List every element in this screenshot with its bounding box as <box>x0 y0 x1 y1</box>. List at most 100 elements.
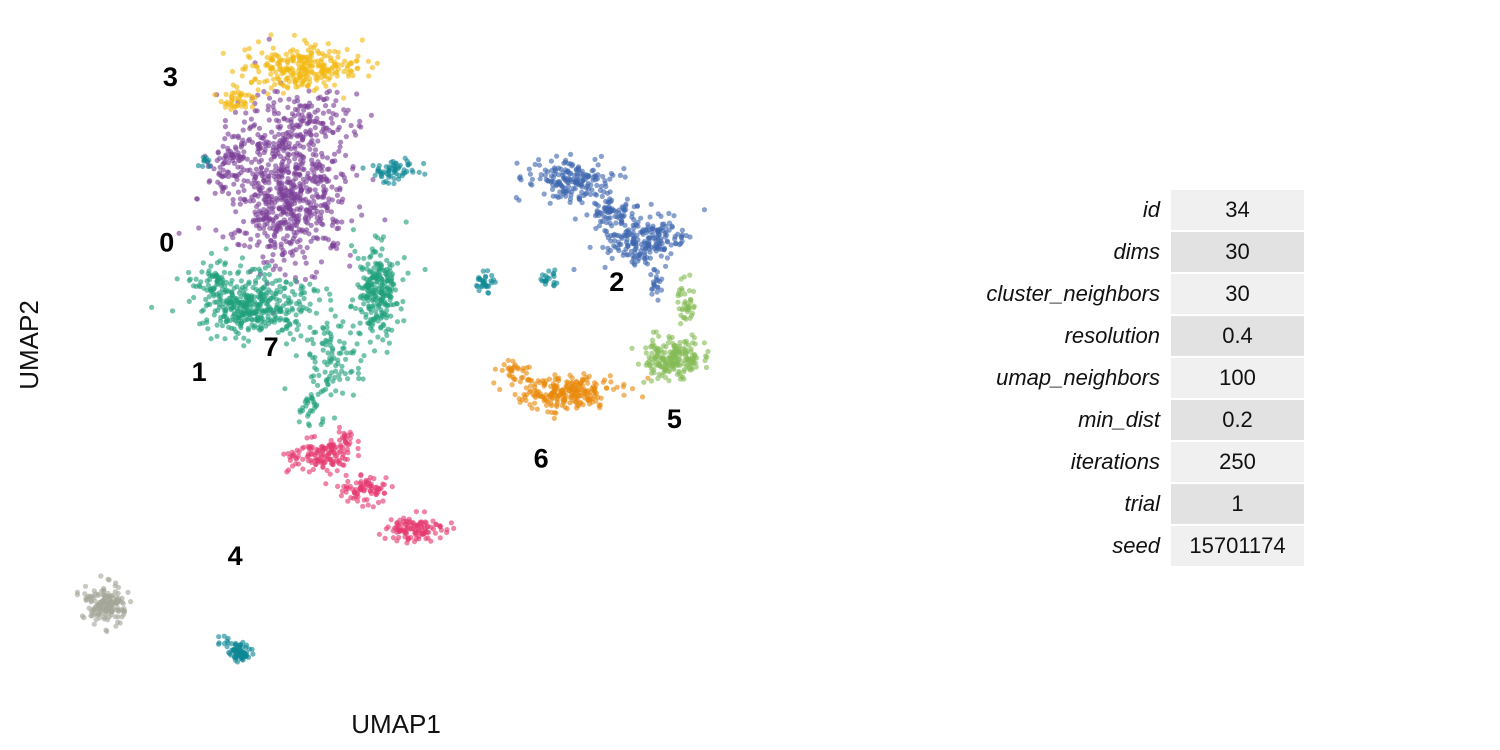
cluster-2-point <box>570 177 576 183</box>
cluster-2-point <box>556 165 562 171</box>
cluster-0-point <box>266 117 272 123</box>
cluster-0-point <box>235 227 241 233</box>
cluster-0-point <box>254 242 260 248</box>
cluster-4-point <box>339 488 345 494</box>
cluster-2-point <box>569 163 575 169</box>
cluster-2-point <box>652 267 658 273</box>
cluster-6-point <box>535 393 542 399</box>
cluster-2-point <box>607 176 613 182</box>
cluster-3-point <box>264 54 270 61</box>
cluster-5-point <box>641 379 647 385</box>
cluster-3-point <box>301 54 307 61</box>
cluster-2-point <box>701 207 708 213</box>
cluster-6-point <box>545 409 551 415</box>
unlabeled-point <box>224 644 230 650</box>
cluster-8-point <box>113 623 119 629</box>
cluster-1-point <box>358 358 364 364</box>
cluster-0-point <box>330 159 336 165</box>
cluster-2-point <box>542 172 548 178</box>
cluster-7-point <box>387 288 393 294</box>
cluster-6-point <box>548 383 554 389</box>
cluster-0-point <box>325 200 331 206</box>
cluster-1-point <box>226 324 232 330</box>
cluster-5-point <box>655 375 661 382</box>
cluster-5-point <box>650 329 657 335</box>
cluster-1-point <box>356 375 362 382</box>
cluster-0-point <box>303 260 309 266</box>
cluster-1-point <box>259 318 265 325</box>
cluster-2-point <box>647 214 653 220</box>
cluster-2-point <box>672 233 678 239</box>
cluster-4-point <box>340 452 346 458</box>
cluster-2-point <box>541 191 547 197</box>
cluster-0-point <box>227 148 233 154</box>
cluster-0-point <box>318 174 324 180</box>
cluster-6-point <box>501 362 507 368</box>
cluster-2-point <box>671 213 677 219</box>
cluster-7-point <box>398 306 404 312</box>
cluster-6-point <box>589 399 596 405</box>
cluster-1-point <box>340 345 346 351</box>
cluster-6-point <box>541 380 547 386</box>
cluster-1-point <box>260 285 267 291</box>
cluster-5-point <box>670 349 676 355</box>
unlabeled-point <box>216 641 222 647</box>
cluster-0-point <box>318 120 324 126</box>
cluster-5-point <box>672 342 678 348</box>
cluster-7-point <box>355 255 361 261</box>
cluster-3-point <box>309 70 315 76</box>
cluster-1-point <box>328 392 334 398</box>
cluster-1-point <box>212 299 218 305</box>
unlabeled-point <box>249 646 255 652</box>
cluster-3-point <box>369 65 375 71</box>
cluster-4-point <box>405 535 411 541</box>
cluster-8-point <box>112 600 118 606</box>
cluster-3-point <box>232 90 238 96</box>
cluster-5-point <box>662 374 669 381</box>
cluster-1-point <box>332 313 338 319</box>
cluster-2-point <box>618 221 624 227</box>
cluster-1-point <box>360 376 366 382</box>
cluster-7-point <box>373 249 379 255</box>
cluster-5-point <box>676 370 682 376</box>
unlabeled-point <box>388 159 394 165</box>
cluster-4-point <box>437 535 443 541</box>
cluster-4-point <box>338 493 344 499</box>
cluster-2-point <box>676 242 683 248</box>
cluster-5-point <box>671 354 678 360</box>
cluster-0-point <box>314 235 320 241</box>
cluster-2-point <box>596 223 603 229</box>
cluster-0-point <box>222 118 228 124</box>
cluster-1-point <box>241 335 247 341</box>
cluster-2-point <box>655 232 662 238</box>
cluster-1-point <box>323 386 329 392</box>
cluster-2-point <box>668 242 674 248</box>
cluster-8-point <box>117 620 123 626</box>
cluster-1-point <box>217 296 223 303</box>
cluster-0-point <box>276 189 282 195</box>
cluster-7-point <box>350 227 356 233</box>
cluster-2-point <box>656 241 662 247</box>
cluster-1-point <box>293 353 299 359</box>
cluster-4-point <box>451 525 457 532</box>
unlabeled-point <box>243 644 249 651</box>
cluster-1-point <box>307 308 313 314</box>
cluster-0-point <box>343 134 349 140</box>
cluster-1-point <box>277 283 283 290</box>
cluster-1-point <box>231 326 237 332</box>
cluster-1-point <box>301 295 307 302</box>
cluster-3-point <box>290 47 296 53</box>
cluster-0-point <box>289 238 295 245</box>
cluster-5-point <box>682 315 688 321</box>
cluster-0-point <box>285 200 292 207</box>
cluster-0-point <box>233 146 239 152</box>
cluster-4-label: 4 <box>228 541 243 571</box>
cluster-1-point <box>312 359 318 365</box>
cluster-7-point <box>380 337 386 343</box>
x-axis-label: UMAP1 <box>351 709 441 739</box>
cluster-2-point <box>679 227 686 233</box>
cluster-1-point <box>307 301 313 307</box>
cluster-2-point <box>672 241 679 247</box>
cluster-1-point <box>259 297 266 303</box>
cluster-2-point <box>560 170 566 176</box>
